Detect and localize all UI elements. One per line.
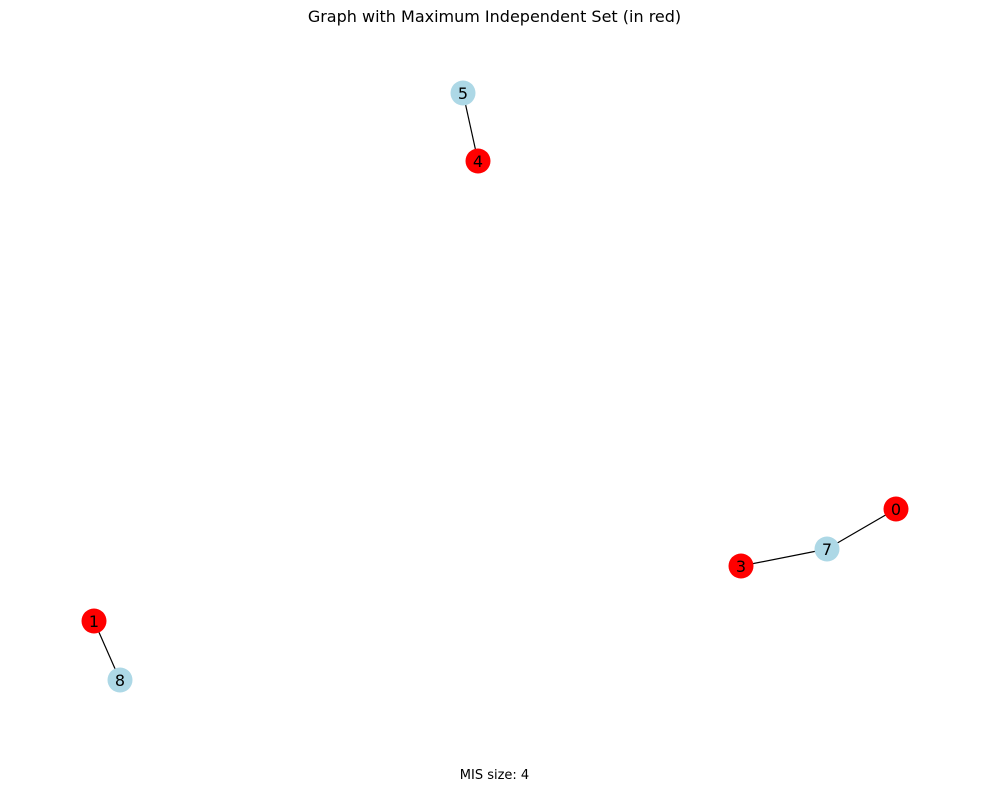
node-circle-3: [728, 553, 754, 579]
node-circle-8: [107, 667, 133, 693]
node-circle-0: [883, 496, 909, 522]
node-0: 0: [883, 496, 909, 522]
node-label-8: 8: [115, 671, 125, 690]
nodes-layer: 0 1 3 4 5 7 8: [81, 80, 909, 693]
node-circle-7: [814, 536, 840, 562]
node-circle-5: [450, 80, 476, 106]
edge-0-7: [826, 508, 897, 550]
node-label-5: 5: [458, 84, 468, 103]
figure-title: Graph with Maximum Independent Set (in r…: [307, 7, 682, 26]
node-circle-1: [81, 608, 107, 634]
node-label-1: 1: [89, 612, 99, 631]
node-5: 5: [450, 80, 476, 106]
node-circle-4: [465, 148, 491, 174]
node-label-3: 3: [736, 557, 746, 576]
node-label-4: 4: [473, 152, 483, 171]
node-3: 3: [728, 553, 754, 579]
node-8: 8: [107, 667, 133, 693]
node-label-7: 7: [822, 540, 832, 559]
node-label-0: 0: [891, 500, 901, 519]
mis-size-caption: MIS size: 4: [459, 768, 530, 783]
edges-layer: [93, 92, 897, 681]
node-4: 4: [465, 148, 491, 174]
node-1: 1: [81, 608, 107, 634]
edge-3-7: [740, 548, 828, 567]
node-7: 7: [814, 536, 840, 562]
